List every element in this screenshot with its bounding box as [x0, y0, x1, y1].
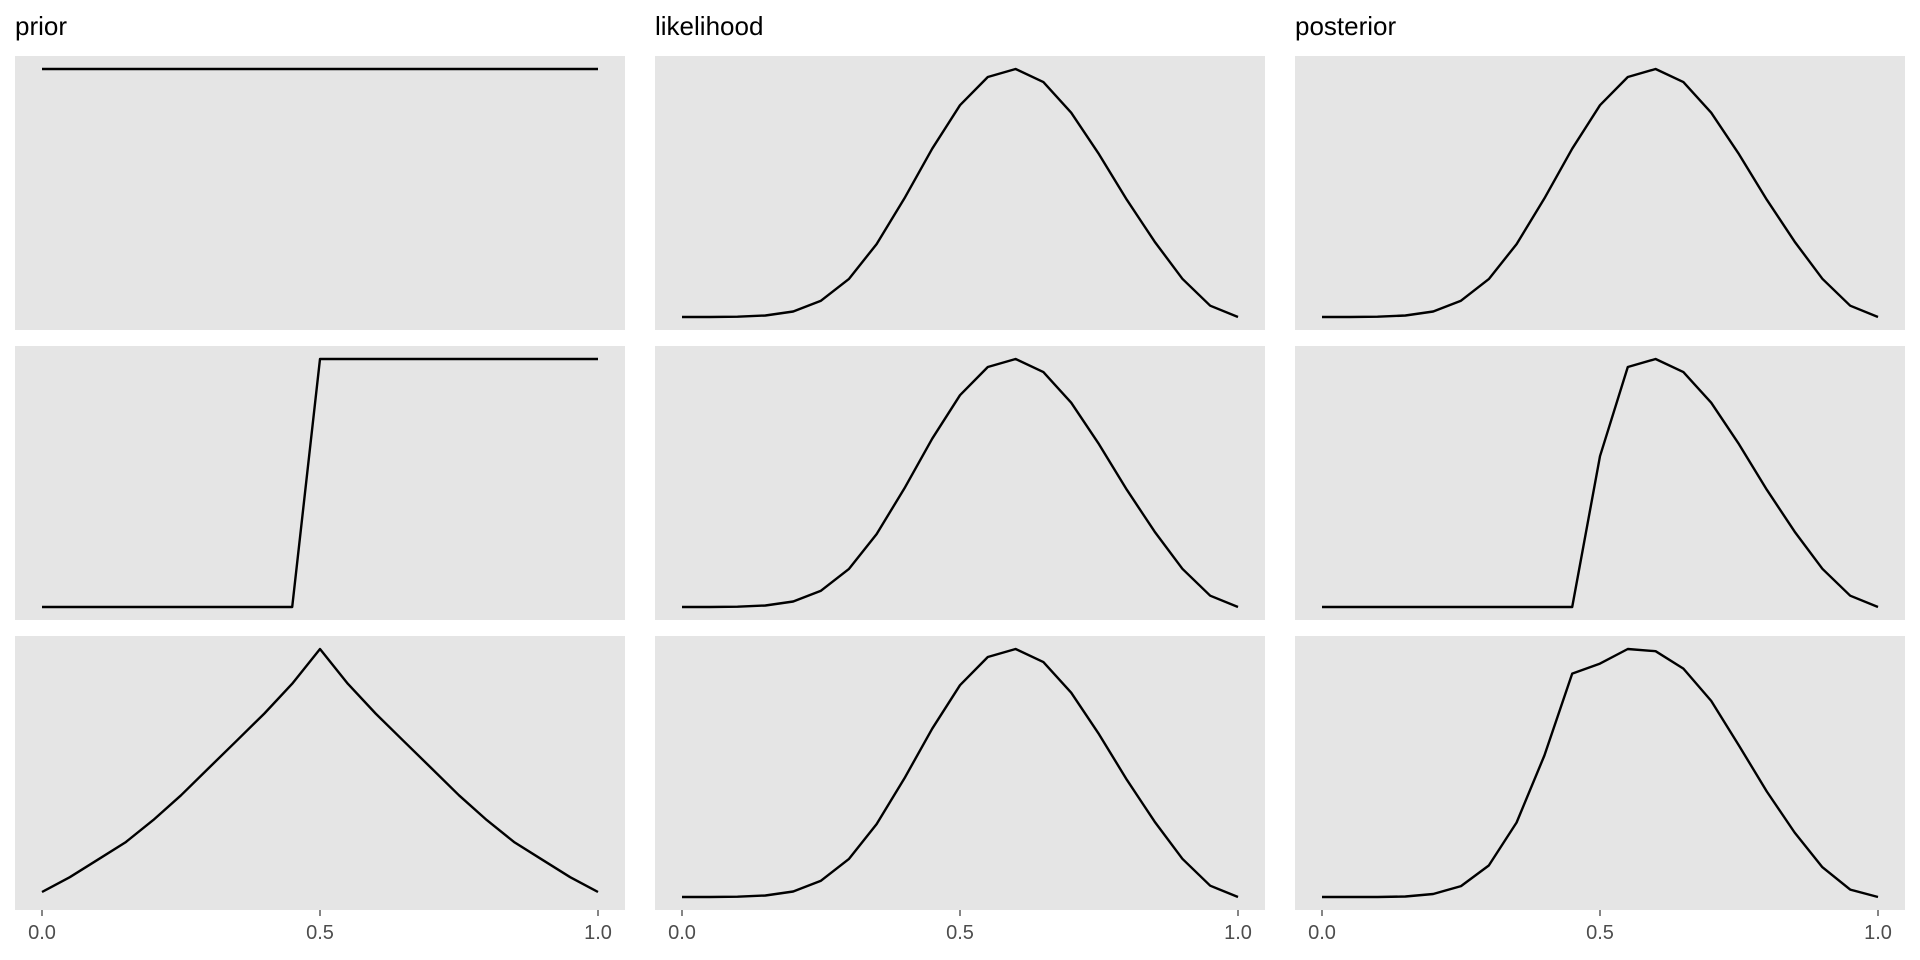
x-tick-label-prior-0: 0.0 [28, 922, 56, 944]
panel-posterior-row-2 [1295, 346, 1905, 620]
panel-posterior-row-1 [1295, 56, 1905, 330]
curve-posterior-row-3 [1322, 647, 1879, 899]
panel-prior-row-1 [15, 56, 625, 330]
curve-likelihood-row-3 [682, 647, 1239, 899]
column-title-posterior: posterior [1295, 11, 1396, 41]
x-tick-label-prior-1: 0.5 [306, 922, 334, 944]
x-tick-label-posterior-2: 1.0 [1864, 922, 1892, 944]
curve-posterior-row-2 [1322, 357, 1879, 609]
x-tick-label-likelihood-2: 1.0 [1224, 922, 1252, 944]
x-tick-label-posterior-1: 0.5 [1586, 922, 1614, 944]
panel-likelihood-row-2 [655, 346, 1265, 620]
x-tick-label-prior-2: 1.0 [584, 922, 612, 944]
curve-prior-row-2 [42, 357, 598, 609]
curve-likelihood-row-1 [682, 67, 1239, 319]
panel-likelihood-row-1 [655, 56, 1265, 330]
curve-posterior-row-1 [1322, 67, 1879, 319]
curve-prior-row-3 [41, 647, 599, 894]
panel-prior-row-2 [15, 346, 625, 620]
panel-likelihood-row-3 [655, 636, 1265, 910]
x-tick-label-likelihood-1: 0.5 [946, 922, 974, 944]
panel-posterior-row-3 [1295, 636, 1905, 910]
x-tick-label-posterior-0: 0.0 [1308, 922, 1336, 944]
column-title-prior: prior [15, 11, 67, 41]
column-title-likelihood: likelihood [655, 11, 763, 41]
panel-prior-row-3 [15, 636, 625, 910]
curve-likelihood-row-2 [682, 357, 1239, 609]
x-tick-label-likelihood-0: 0.0 [668, 922, 696, 944]
